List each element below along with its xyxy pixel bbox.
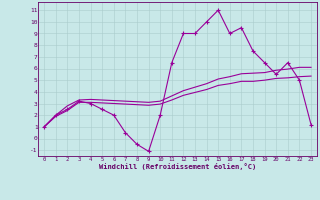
X-axis label: Windchill (Refroidissement éolien,°C): Windchill (Refroidissement éolien,°C) xyxy=(99,163,256,170)
